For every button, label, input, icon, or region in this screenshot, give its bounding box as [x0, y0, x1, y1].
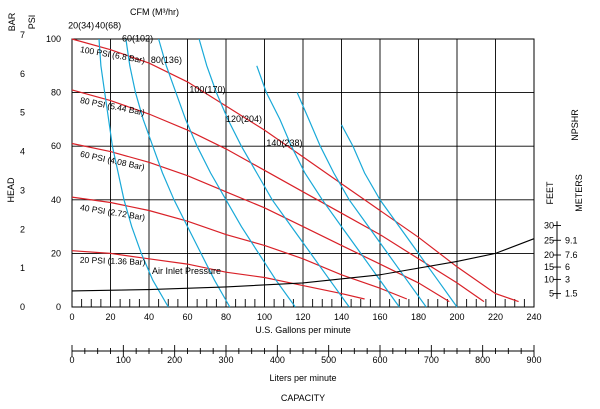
air-consumption-curve [158, 38, 296, 308]
psi-tick-label: 0 [56, 302, 61, 312]
air-consumption-label: 140(238) [266, 138, 302, 148]
lpm-axis-title: Liters per minute [269, 373, 336, 383]
bar-tick-label: 4 [20, 147, 25, 157]
bar-tick-label: 7 [20, 30, 25, 40]
bar-tick-label: 1 [20, 263, 25, 273]
air-consumption-curve [256, 65, 400, 308]
gpm-tick-label: 140 [334, 312, 349, 322]
npshr-meters-label: 9.1 [565, 235, 578, 245]
lpm-tick-label: 200 [167, 355, 182, 365]
gpm-tick-label: 200 [449, 312, 464, 322]
gpm-tick-label: 220 [488, 312, 503, 322]
npshr-curve [71, 238, 535, 292]
inlet-pressure-curve [71, 142, 450, 303]
air-consumption-curve [98, 38, 169, 308]
psi-tick-label: 80 [51, 88, 61, 98]
inlet-pressure-label: 100 PSI (6.8 Bar) [79, 44, 146, 65]
npshr-meters-label: 1.5 [565, 289, 578, 299]
psi-axis-title: PSI [27, 15, 37, 30]
gpm-tick-label: 0 [69, 312, 74, 322]
gpm-tick-label: 20 [105, 312, 115, 322]
bar-tick-label: 3 [20, 185, 25, 195]
npshr-feet-label: 10 [544, 274, 554, 284]
gpm-tick-label: 180 [411, 312, 426, 322]
gpm-tick-label: 160 [372, 312, 387, 322]
meters-axis-title: METERS [574, 174, 584, 212]
bar-tick-label: 0 [20, 302, 25, 312]
lpm-tick-label: 400 [270, 355, 285, 365]
air-consumption-curve [198, 38, 350, 308]
gpm-tick-label: 40 [144, 312, 154, 322]
lpm-tick-label: 500 [321, 355, 336, 365]
bar-tick-label: 6 [20, 69, 25, 79]
npshr-feet-label: 25 [544, 235, 554, 245]
lpm-tick-label: 100 [116, 355, 131, 365]
npshr-axis-title: NPSHR [570, 109, 580, 141]
air-consumption-curve [125, 38, 231, 308]
air-consumption-curves [98, 38, 458, 308]
plot-frame [71, 38, 535, 308]
npshr-meters-label: 3 [565, 274, 570, 284]
psi-tick-label: 20 [51, 248, 61, 258]
lpm-tick-label: 900 [526, 355, 541, 365]
inlet-pressure-label: 40 PSI (2.72 Bar) [79, 202, 146, 222]
lpm-tick-label: 600 [372, 355, 387, 365]
inlet-pressure-curve [71, 89, 485, 303]
lpm-tick-label: 700 [424, 355, 439, 365]
lpm-tick-label: 300 [218, 355, 233, 365]
inlet-pressure-label: 20 PSI (1.36 Bar) [80, 255, 146, 267]
psi-tick-label: 100 [46, 34, 61, 44]
npshr-meters-label: 7.6 [565, 250, 578, 260]
feet-axis-title: FEET [545, 181, 555, 205]
psi-tick-label: 60 [51, 141, 61, 151]
inlet-pressure-curve [71, 196, 408, 300]
chart-axes [71, 221, 561, 357]
bar-tick-label: 2 [20, 224, 25, 234]
air-consumption-label: 40(68) [95, 20, 121, 30]
gpm-tick-label: 100 [257, 312, 272, 322]
psi-tick-label: 40 [51, 195, 61, 205]
npshr-feet-label: 15 [544, 262, 554, 272]
air-consumption-label: 120(204) [226, 114, 262, 124]
inlet-pressure-label: 80 PSI (5.44 Bar) [79, 95, 146, 117]
air-consumption-label: 60(102) [122, 34, 153, 44]
npshr-meters-label: 6 [565, 262, 570, 272]
gpm-tick-label: 240 [526, 312, 541, 322]
air-consumption-label: 20(34) [68, 20, 94, 30]
lpm-tick-label: 800 [475, 355, 490, 365]
gpm-tick-label: 120 [295, 312, 310, 322]
air-inlet-pressure-annotation: Air Inlet Pressure [152, 266, 221, 276]
head-axis-title: HEAD [6, 177, 16, 203]
npshr-feet-label: 20 [544, 250, 554, 260]
inlet-pressure-curve [71, 38, 519, 303]
inlet-pressure-curve [71, 250, 365, 300]
capacity-caption: CAPACITY [281, 393, 325, 403]
bar-axis-title: BAR [7, 12, 17, 31]
gpm-tick-label: 60 [182, 312, 192, 322]
bar-tick-label: 5 [20, 108, 25, 118]
npshr-feet-label: 5 [549, 289, 554, 299]
air-consumption-curve [340, 124, 458, 308]
gpm-tick-label: 80 [221, 312, 231, 322]
npshr-feet-label: 30 [544, 221, 554, 231]
lpm-tick-label: 0 [69, 355, 74, 365]
gpm-axis-title: U.S. Gallons per minute [255, 325, 351, 335]
cfm-label: CFM (M³/hr) [130, 7, 179, 17]
npshr-line [71, 238, 535, 292]
air-consumption-label: 80(136) [151, 55, 182, 65]
air-consumption-label: 100(170) [189, 85, 225, 95]
